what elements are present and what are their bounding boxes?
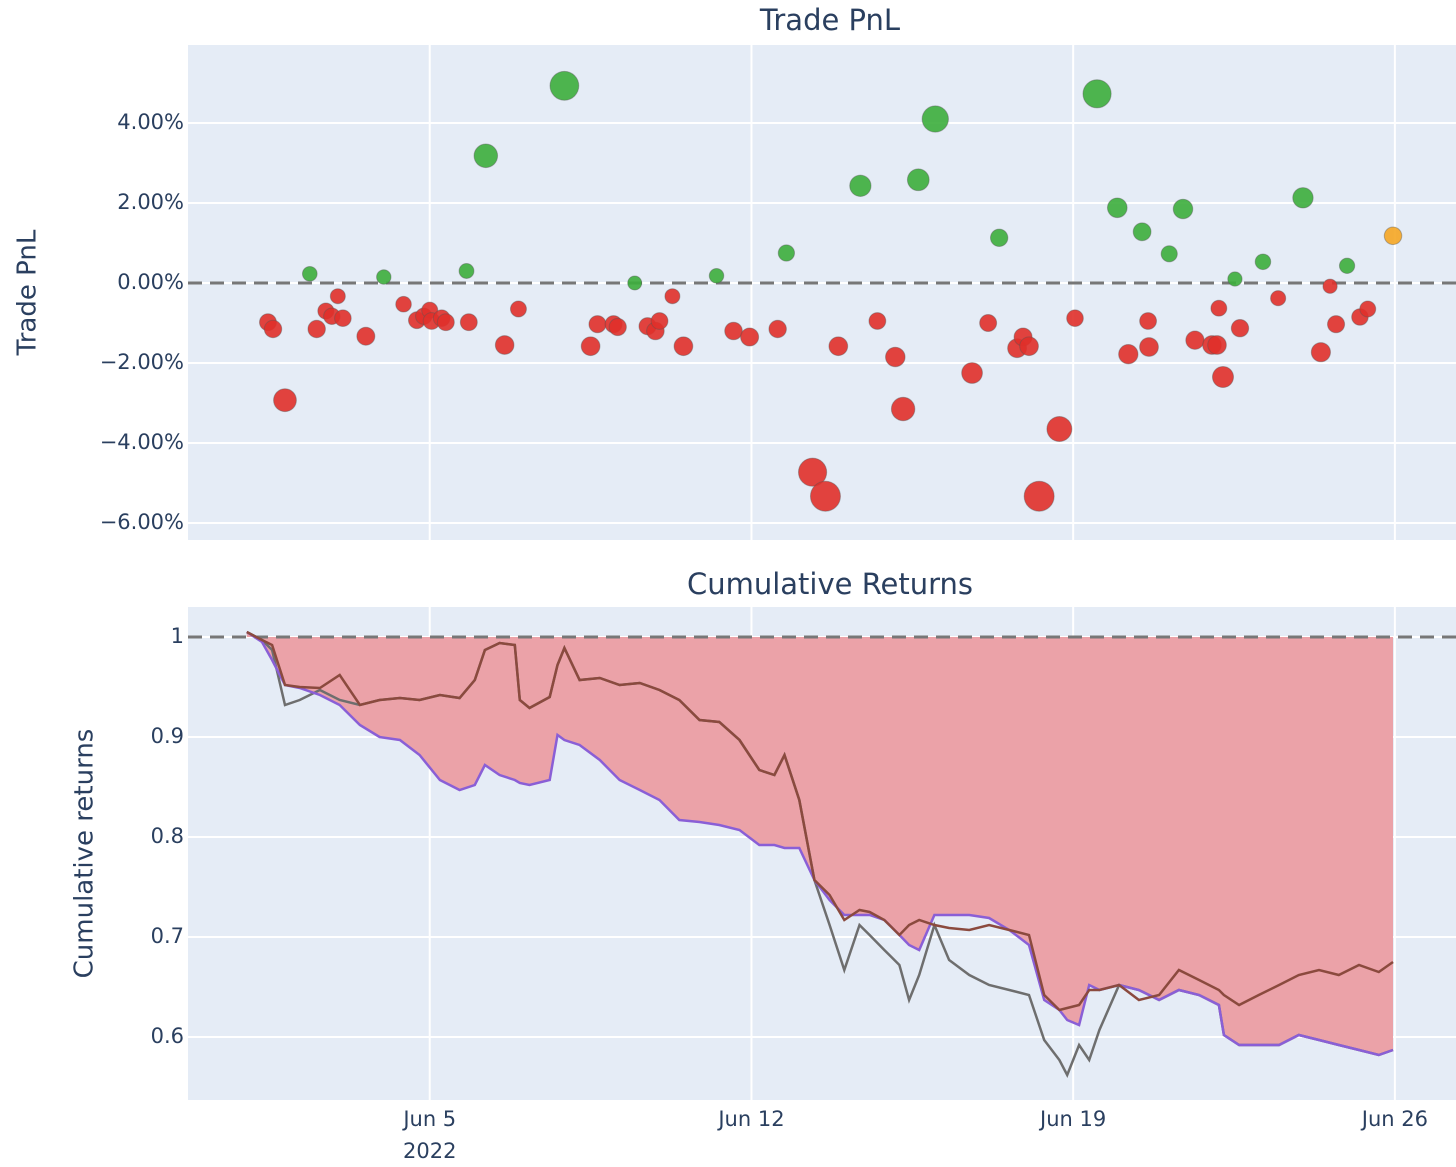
trade-point xyxy=(608,317,627,337)
chart-title: Trade PnL xyxy=(759,3,900,37)
trade-point xyxy=(1082,79,1112,109)
trade-point xyxy=(961,362,983,384)
x-tick-label: Jun 12 xyxy=(716,1107,784,1131)
y-tick-label: 0.9 xyxy=(151,724,184,748)
trade-point xyxy=(273,388,297,413)
trade-point xyxy=(458,263,475,279)
trade-point xyxy=(1066,309,1084,328)
trade-point xyxy=(395,295,412,313)
y-tick-label: −2.00% xyxy=(100,350,184,374)
y-tick-label: 2.00% xyxy=(117,190,184,214)
trade-point xyxy=(1230,319,1250,338)
y-axis-title: Cumulative returns xyxy=(70,729,100,979)
trade-point xyxy=(1383,226,1403,246)
trade-point xyxy=(1322,278,1338,294)
trade-point xyxy=(1132,222,1152,242)
trade-point xyxy=(1227,271,1243,287)
trade-point xyxy=(673,336,694,357)
trade-point xyxy=(1139,312,1158,330)
y-tick-label: 0.00% xyxy=(117,270,184,294)
chart-title: Cumulative Returns xyxy=(687,567,973,601)
trade-point xyxy=(1019,336,1039,357)
x-tick-label: Jun 19 xyxy=(1038,1107,1106,1131)
trade-point xyxy=(1139,337,1159,357)
trade-point xyxy=(329,288,346,305)
trade-point xyxy=(1160,245,1178,263)
trade-point xyxy=(376,269,392,285)
trade-point xyxy=(906,168,930,192)
y-tick-label: 0.8 xyxy=(151,824,184,848)
y-axis-title: Trade PnL xyxy=(13,229,43,356)
trade-point xyxy=(494,335,515,355)
trade-point xyxy=(1185,330,1205,350)
trade-point xyxy=(650,312,669,330)
y-tick-label: 1 xyxy=(171,624,184,648)
trade-point xyxy=(473,143,499,169)
trade-point xyxy=(708,268,725,284)
trade-point xyxy=(459,313,478,332)
trade-point xyxy=(1210,299,1228,317)
trade-point xyxy=(797,457,828,487)
trade-point xyxy=(664,288,681,305)
trade-point xyxy=(580,336,601,357)
trade-point xyxy=(1211,365,1235,389)
trade-point xyxy=(588,315,607,334)
trade-point xyxy=(777,244,796,262)
trade-point xyxy=(549,70,580,101)
trade-point xyxy=(301,265,318,282)
trade-point xyxy=(1106,197,1128,219)
trade-point xyxy=(1207,335,1227,355)
trade-point xyxy=(307,319,326,339)
trade-point xyxy=(724,321,743,341)
y-tick-label: −6.00% xyxy=(100,510,184,534)
y-tick-label: 4.00% xyxy=(117,110,184,134)
trade-point xyxy=(740,327,760,347)
trade-point xyxy=(828,336,849,357)
trade-point xyxy=(885,346,906,368)
trade-point xyxy=(1270,290,1287,307)
trade-point xyxy=(1023,480,1055,512)
trade-point xyxy=(921,105,949,133)
drawdown-area xyxy=(246,632,1394,1055)
trade-point xyxy=(979,314,998,332)
trade-point xyxy=(868,312,887,330)
trade-point xyxy=(356,326,376,346)
trade-point xyxy=(890,396,916,422)
trade-point xyxy=(809,480,841,512)
y-tick-label: 0.7 xyxy=(151,924,184,948)
x-year-label: 2022 xyxy=(403,1139,456,1163)
trade-point xyxy=(436,313,455,332)
trade-point xyxy=(1254,253,1272,271)
trade-point xyxy=(989,228,1009,247)
trade-point xyxy=(627,275,643,291)
trade-point xyxy=(334,309,352,328)
x-tick-label: Jun 26 xyxy=(1360,1107,1428,1131)
trade-point xyxy=(1327,315,1346,334)
y-tick-label: 0.6 xyxy=(151,1024,184,1048)
trade-point xyxy=(1118,344,1139,365)
plot-background xyxy=(188,45,1456,540)
trade-point xyxy=(1172,198,1194,220)
trade-point xyxy=(849,174,872,197)
return-line xyxy=(246,630,1394,1012)
trade-point xyxy=(263,319,283,339)
trade-point xyxy=(1338,257,1356,274)
trade-point xyxy=(509,300,527,318)
trade-point xyxy=(1292,187,1314,209)
trade-point xyxy=(1359,300,1377,318)
trade-point xyxy=(1046,416,1073,442)
trade-point xyxy=(768,319,787,339)
trade-point xyxy=(1310,342,1331,363)
x-tick-label: Jun 5 xyxy=(401,1107,456,1131)
y-tick-label: −4.00% xyxy=(100,430,184,454)
return-line xyxy=(246,630,1394,1057)
